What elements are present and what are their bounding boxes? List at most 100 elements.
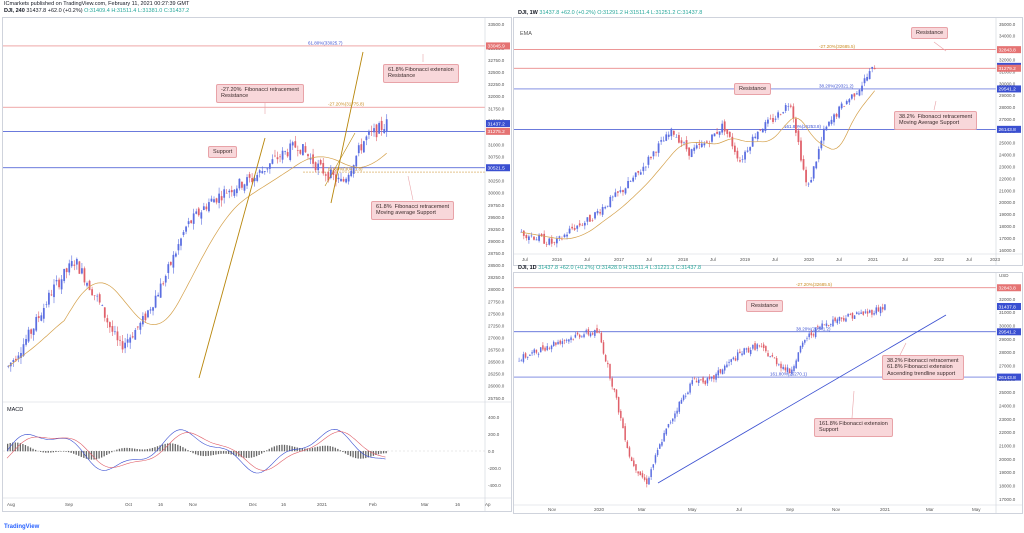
macd-histogram-bar bbox=[29, 447, 32, 452]
left-chart-svg[interactable]: 61.80%(33025.7) -27.20%(31775.8) 61.80%(30… bbox=[3, 18, 511, 511]
candle bbox=[661, 442, 663, 446]
candle bbox=[665, 428, 668, 435]
candle bbox=[700, 143, 703, 148]
candle bbox=[53, 284, 55, 298]
macd-histogram-bar bbox=[167, 443, 169, 452]
candle bbox=[215, 198, 218, 203]
price-label-bg bbox=[997, 85, 1021, 93]
macd-histogram-bar bbox=[367, 451, 369, 458]
candle bbox=[601, 206, 604, 215]
macd-histogram-bar bbox=[281, 444, 283, 452]
candle bbox=[187, 221, 190, 225]
candle bbox=[599, 212, 601, 214]
candle bbox=[797, 352, 800, 362]
y-tick-label: 34000.0 bbox=[999, 34, 1016, 39]
candle bbox=[827, 325, 830, 327]
y-tick-label: 19000.0 bbox=[999, 470, 1016, 475]
candle bbox=[817, 326, 819, 327]
candle bbox=[713, 375, 715, 380]
macd-histogram-bar bbox=[202, 451, 204, 457]
candle bbox=[830, 119, 833, 124]
left-chart-panel[interactable]: 61.80%(33025.7) -27.20%(31775.8) 61.80%(30… bbox=[2, 17, 512, 512]
candle bbox=[520, 360, 523, 362]
candle bbox=[375, 124, 378, 138]
macd-histogram-bar bbox=[108, 451, 110, 454]
macd-histogram-bar bbox=[324, 445, 326, 452]
macd-histogram-bar bbox=[90, 451, 93, 460]
candle bbox=[50, 294, 53, 296]
candle bbox=[663, 433, 665, 442]
macd-histogram-bar bbox=[337, 448, 339, 452]
tradingview-logo[interactable]: TradingView bbox=[4, 524, 40, 530]
candle bbox=[739, 160, 741, 162]
macd-histogram-bar bbox=[327, 445, 329, 452]
candle bbox=[78, 261, 81, 274]
price-label-bg bbox=[997, 125, 1021, 133]
weekly-chart-svg[interactable]: -27.20%(32685.5) 38.20%(29321.2) 161.80%(2… bbox=[514, 18, 1022, 265]
y-tick-label: 27000.0 bbox=[999, 117, 1016, 122]
macd-histogram-bar bbox=[278, 444, 281, 452]
candle bbox=[380, 120, 383, 131]
candle bbox=[147, 310, 149, 318]
price-label-bg bbox=[997, 373, 1021, 381]
price-label: 26143.8 bbox=[999, 127, 1017, 133]
candle bbox=[871, 66, 874, 69]
x-tick-label: 2023 bbox=[990, 257, 1001, 262]
candle bbox=[68, 263, 71, 273]
candle bbox=[810, 179, 813, 183]
macd-histogram-bar bbox=[245, 451, 248, 458]
candle bbox=[294, 141, 297, 148]
daily-chart-svg[interactable]: -27.20%(32685.5) 38.20%(29541.2) 161.80%(2… bbox=[514, 273, 1022, 513]
candle bbox=[75, 258, 78, 265]
candle bbox=[136, 326, 139, 328]
candle bbox=[632, 177, 635, 182]
y-tick-label: 29000.0 bbox=[999, 337, 1016, 342]
macd-histogram-bar bbox=[47, 451, 49, 453]
candle bbox=[200, 212, 203, 219]
candle bbox=[690, 149, 693, 158]
y-tick-label: 32250.0 bbox=[488, 82, 505, 87]
macd-histogram-bar bbox=[286, 445, 288, 452]
candle bbox=[862, 311, 865, 315]
candle bbox=[741, 159, 744, 160]
candle bbox=[576, 332, 579, 335]
candle bbox=[578, 223, 581, 226]
macd-histogram-bar bbox=[299, 447, 301, 452]
candle bbox=[169, 261, 172, 265]
macd-histogram-bar bbox=[283, 444, 286, 452]
candle bbox=[747, 347, 750, 353]
candle bbox=[611, 378, 613, 387]
macd-histogram-bar bbox=[380, 451, 382, 454]
candle bbox=[25, 339, 27, 345]
price-label: 32843.8 bbox=[999, 286, 1017, 292]
candle bbox=[832, 319, 834, 327]
candle bbox=[589, 214, 591, 222]
macd-histogram-bar bbox=[67, 451, 70, 453]
macd-histogram-bar bbox=[225, 451, 227, 454]
weekly-chart-panel[interactable]: -27.20%(32685.5) 38.20%(29321.2) 161.80%(2… bbox=[513, 10, 1023, 266]
candle bbox=[639, 471, 642, 476]
macd-histogram-bar bbox=[156, 446, 159, 452]
candle bbox=[70, 261, 73, 267]
daily-chart-panel[interactable]: -27.20%(32685.5) 38.20%(29541.2) 161.80%(2… bbox=[513, 265, 1023, 514]
candle bbox=[524, 353, 527, 358]
candle bbox=[629, 181, 632, 182]
fib-label: -27.20%(31775.8) bbox=[328, 102, 365, 107]
candle bbox=[792, 106, 795, 119]
candle bbox=[767, 119, 769, 124]
candle bbox=[261, 171, 264, 174]
candle bbox=[771, 355, 774, 357]
candle bbox=[871, 309, 873, 315]
price-label-bg bbox=[997, 284, 1021, 292]
candle bbox=[583, 222, 586, 226]
candle bbox=[566, 234, 568, 237]
candle bbox=[332, 170, 335, 175]
x-tick-label: Feb bbox=[369, 502, 377, 507]
candle bbox=[539, 347, 542, 353]
candle bbox=[317, 163, 320, 171]
macd-histogram-bar bbox=[192, 451, 194, 454]
candle bbox=[652, 151, 655, 157]
x-tick-label: 2017 bbox=[614, 257, 625, 262]
macd-histogram-bar bbox=[40, 451, 42, 452]
publish-header: ICmarkets published on TradingView.com, … bbox=[4, 1, 189, 15]
